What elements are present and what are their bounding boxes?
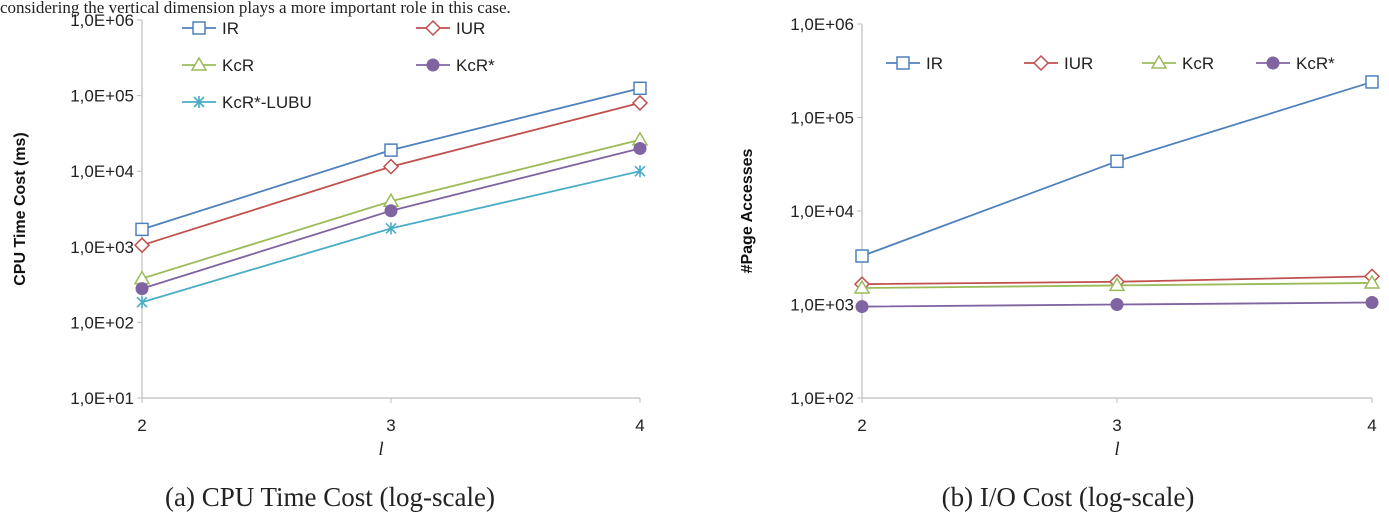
data-point-ir [1110,154,1124,169]
x-axis-label: l [378,439,383,460]
series-line-kcrstar-lubu [141,170,641,304]
legend-label: KcR [1182,54,1214,73]
legend-label: IR [222,19,239,38]
y-tick-label: 1,0E+04 [790,202,854,221]
legend-marker [192,21,206,35]
x-axis-label: l [1114,439,1119,460]
data-point-kcrstar-lubu [385,222,397,235]
legend-item-kcrstar: KcR* [1256,54,1335,73]
x-tick-label: 4 [635,416,644,435]
chart-cpu-time: 1,0E+01 1,0E+02 1,0E+03 1,0E+04 1,0E+05 1,0E+… [12,11,649,512]
legend-marker [193,96,205,108]
x-tick-label: 4 [1367,416,1376,435]
data-point-kcrstar [633,141,647,155]
legend-label: IR [926,54,943,73]
legend-item-kcrstar-lubu: KcR*-LUBU [182,93,312,112]
data-point-kcrstar-lubu [136,296,148,309]
data-point-kcrstar [1365,296,1379,310]
data-point-kcr [1363,274,1381,289]
series-ir [855,75,1379,263]
data-point-ir [633,81,647,96]
data-point-kcr [853,279,871,294]
legend-marker [424,19,442,37]
chart-caption: (b) I/O Cost (log-scale) [942,482,1195,512]
series-kcrstar [135,141,647,296]
legend-label: KcR* [1296,54,1335,73]
y-tick-label: 1,0E+03 [790,296,854,315]
legend-item-iur: IUR [1024,54,1093,73]
legend-item-ir: IR [182,19,239,38]
y-axis-label: #Page Accesses [739,148,756,273]
y-tick-label: 1,0E+06 [70,11,134,30]
x-tick-label: 3 [386,416,395,435]
y-axis-label: CPU Time Cost (ms) [12,132,29,286]
chart-io-cost: 1,0E+02 1,0E+03 1,0E+04 1,0E+05 1,0E+06 2 3 4 l #… [739,15,1381,512]
legend-marker [896,56,910,70]
y-tick-label: 1,0E+04 [70,162,134,181]
y-tick-label: 1,0E+05 [70,87,134,106]
legend-item-kcr: KcR [182,56,254,75]
data-point-ir [135,222,149,237]
series-kcrstar-lubu [136,165,646,309]
legend-marker [190,56,208,71]
data-point-iur [382,158,400,175]
x-tick-label: 2 [137,416,146,435]
data-point-kcrstar [384,204,398,218]
legend-item-ir: IR [886,54,943,73]
body-text-line: considering the vertical dimension plays… [0,0,511,17]
series-ir [135,81,647,237]
series-kcr [133,131,649,285]
data-point-kcrstar [1110,298,1124,311]
y-tick-label: 1,0E+02 [70,313,134,332]
legend-marker [1150,54,1168,69]
legend-marker [426,58,440,72]
x-tick-label: 3 [1112,416,1121,435]
legend-item-kcr: KcR [1142,54,1214,73]
series-kcrstar [855,296,1379,314]
y-tick-label: 1,0E+06 [790,15,854,34]
legend-marker [1032,54,1050,72]
data-point-iur [631,94,649,111]
data-point-kcrstar [855,300,869,314]
series-kcr [853,274,1381,294]
series-line-ir [861,81,1373,257]
data-point-kcrstar [135,282,149,296]
y-tick-label: 1,0E+03 [70,238,134,257]
data-point-ir [384,143,398,157]
legend-label: IUR [1064,54,1093,73]
legend-label: KcR [222,56,254,75]
legend-label: KcR* [456,56,495,75]
data-point-kcrstar-lubu [634,165,646,178]
y-tick-label: 1,0E+02 [790,389,854,408]
y-tick-label: 1,0E+01 [70,389,134,408]
series-iur [133,94,649,254]
data-point-kcr [1108,276,1126,292]
legend-item-iur: IUR [416,19,485,38]
data-point-iur [133,237,151,254]
y-tick-label: 1,0E+05 [790,109,854,128]
chart-caption: (a) CPU Time Cost (log-scale) [165,482,495,512]
x-tick-label: 2 [857,416,866,435]
legend-label: IUR [456,19,485,38]
data-point-ir [855,249,869,263]
legend-marker [1266,56,1280,70]
legend-item-kcrstar: KcR* [416,56,495,75]
legend-label: KcR*-LUBU [222,93,312,112]
data-point-ir [1365,75,1379,89]
